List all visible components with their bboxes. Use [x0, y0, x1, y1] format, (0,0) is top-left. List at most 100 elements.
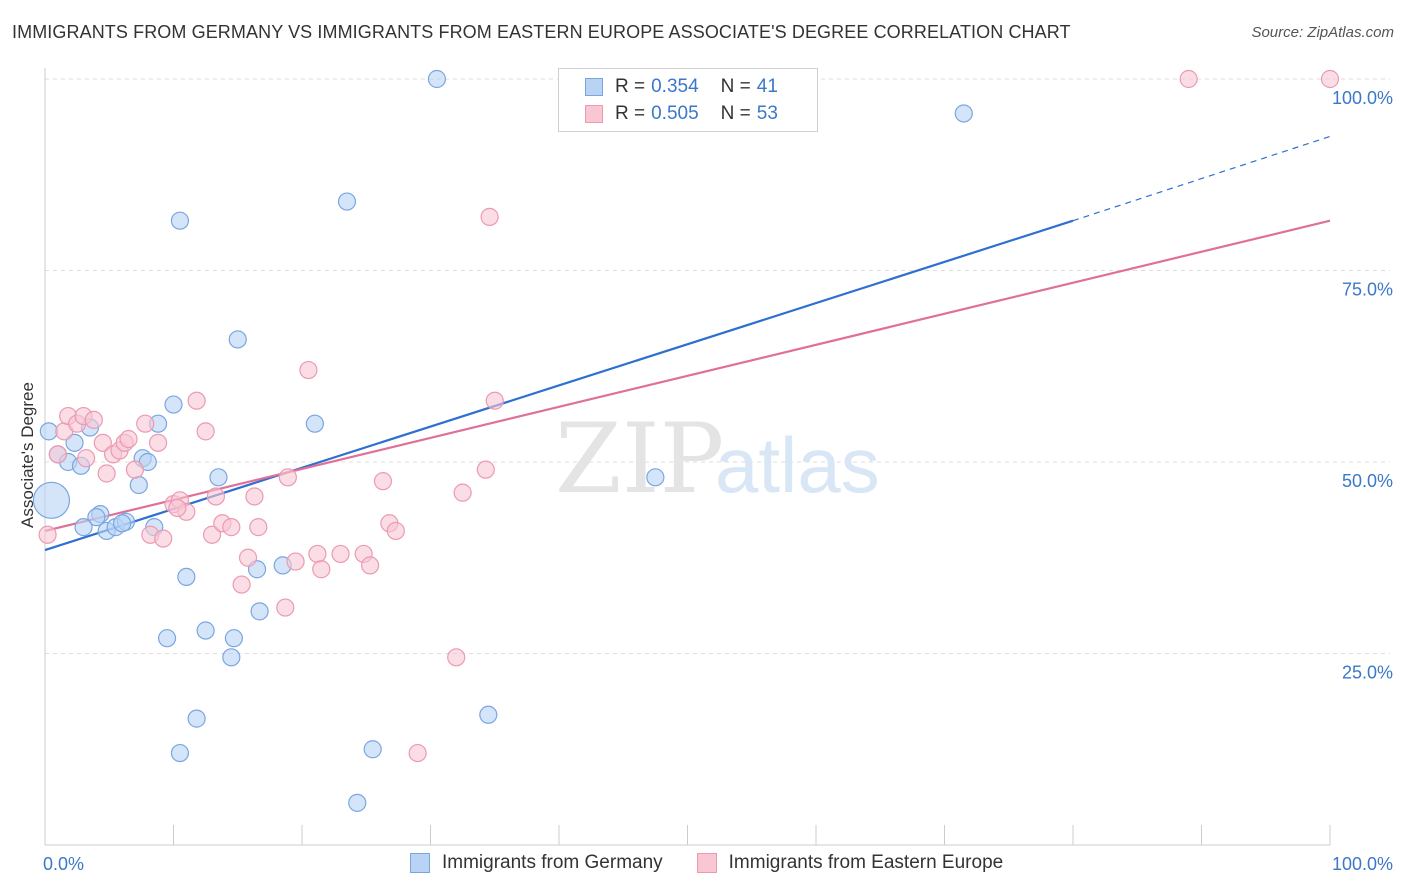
- point-germany: [65, 433, 84, 452]
- watermark-atlas: atlas: [715, 421, 880, 509]
- point-eastern-europe: [276, 598, 295, 617]
- point-eastern-europe: [373, 472, 393, 491]
- point-germany: [164, 395, 183, 414]
- legend-r-label: R =: [615, 76, 646, 97]
- legend-r-value: 0.505: [651, 103, 699, 124]
- point-germany: [170, 743, 190, 763]
- point-eastern-europe: [312, 560, 331, 579]
- point-eastern-europe: [308, 544, 327, 564]
- legend-swatch-germany: [410, 853, 430, 873]
- point-eastern-europe: [187, 391, 206, 410]
- legend-n-value: 41: [756, 76, 778, 97]
- y-tick-label: 100.0%: [1332, 88, 1393, 108]
- point-eastern-europe: [1320, 69, 1340, 89]
- y-tick-label: 50.0%: [1342, 471, 1393, 491]
- point-eastern-europe: [476, 460, 495, 479]
- point-germany: [39, 422, 58, 441]
- point-germany: [305, 414, 324, 433]
- watermark: ZIP atlas: [555, 403, 880, 515]
- legend-label-eastern-europe: Immigrants from Eastern Europe: [728, 852, 1004, 873]
- legend-r-value: 0.354: [651, 76, 699, 97]
- legend-row-eastern-europe: R = 0.505 N = 53: [585, 102, 778, 126]
- point-eastern-europe: [485, 391, 504, 410]
- x-tick-label: 100.0%: [1332, 854, 1393, 874]
- point-germany: [363, 740, 382, 759]
- point-germany: [209, 468, 228, 487]
- point-eastern-europe: [206, 487, 226, 506]
- point-germany: [112, 514, 132, 533]
- point-eastern-europe: [453, 483, 472, 502]
- point-eastern-europe: [249, 518, 268, 537]
- point-germany: [228, 330, 247, 349]
- point-eastern-europe: [386, 521, 405, 541]
- point-eastern-europe: [238, 548, 258, 567]
- tick-labels: 25.0% 50.0% 75.0% 100.0% 0.0% 100.0%: [43, 88, 1393, 874]
- legend-item-eastern-europe: Immigrants from Eastern Europe: [696, 852, 1004, 874]
- legend-swatch-germany: [585, 78, 603, 96]
- source-label: Source: ZipAtlas.com: [1251, 24, 1394, 41]
- point-eastern-europe: [84, 410, 103, 429]
- point-eastern-europe: [232, 575, 251, 594]
- point-germany: [157, 629, 177, 648]
- point-eastern-europe: [1179, 69, 1198, 89]
- legend-row-germany: R = 0.354 N = 41: [585, 75, 778, 99]
- point-germany: [87, 508, 106, 527]
- point-germany: [427, 69, 447, 89]
- legend-item-germany: Immigrants from Germany: [410, 852, 663, 874]
- point-eastern-europe: [119, 429, 138, 449]
- point-germany: [224, 629, 243, 648]
- point-germany: [129, 475, 148, 495]
- trend-extension-germany: [1072, 135, 1331, 222]
- gridlines: [45, 78, 1390, 654]
- legend-n-label: N =: [720, 76, 751, 97]
- point-eastern-europe: [154, 529, 173, 548]
- point-germany: [479, 705, 498, 724]
- point-germany: [177, 567, 196, 587]
- point-germany: [348, 793, 367, 812]
- point-eastern-europe: [447, 648, 466, 667]
- series-legend: Immigrants from Germany Immigrants from …: [410, 852, 1037, 874]
- point-germany: [222, 648, 241, 667]
- point-eastern-europe: [222, 518, 241, 537]
- legend-swatch-eastern-europe: [585, 105, 603, 123]
- stats-legend: R = 0.354 N = 41 R = 0.505 N = 53: [558, 68, 818, 132]
- point-eastern-europe: [77, 449, 96, 468]
- point-eastern-europe: [148, 433, 168, 452]
- point-eastern-europe: [196, 422, 215, 441]
- data-points: [32, 69, 1340, 812]
- point-eastern-europe: [97, 464, 116, 483]
- legend-n-value: 53: [756, 103, 778, 124]
- y-axis-label: Associate's Degree: [18, 382, 37, 528]
- x-tick-label: 0.0%: [43, 854, 84, 874]
- point-germany: [337, 192, 357, 211]
- axes: [44, 68, 1331, 846]
- point-germany: [187, 709, 206, 728]
- point-eastern-europe: [136, 414, 155, 433]
- point-eastern-europe: [168, 498, 187, 518]
- point-germany: [170, 211, 190, 230]
- y-tick-label: 75.0%: [1342, 280, 1393, 300]
- point-eastern-europe: [125, 460, 145, 479]
- trend-line-eastern-europe: [44, 219, 1331, 533]
- legend-r-label: R =: [615, 103, 646, 124]
- legend-label-germany: Immigrants from Germany: [442, 852, 663, 873]
- point-eastern-europe: [202, 525, 222, 544]
- point-eastern-europe: [245, 487, 264, 506]
- y-tick-label: 25.0%: [1342, 663, 1393, 683]
- point-eastern-europe: [480, 207, 499, 226]
- legend-swatch-eastern-europe: [696, 853, 717, 873]
- point-eastern-europe: [408, 743, 427, 763]
- point-germany: [32, 481, 71, 519]
- point-germany: [954, 104, 973, 123]
- legend-n-label: N =: [720, 103, 751, 124]
- point-eastern-europe: [93, 433, 112, 452]
- point-germany: [646, 468, 665, 487]
- point-eastern-europe: [278, 468, 297, 487]
- point-eastern-europe: [286, 552, 305, 571]
- point-germany: [250, 602, 269, 621]
- chart-title: IMMIGRANTS FROM GERMANY VS IMMIGRANTS FR…: [12, 22, 1071, 42]
- watermark-zip: ZIP: [555, 403, 724, 515]
- point-germany: [196, 621, 215, 640]
- point-eastern-europe: [331, 544, 350, 564]
